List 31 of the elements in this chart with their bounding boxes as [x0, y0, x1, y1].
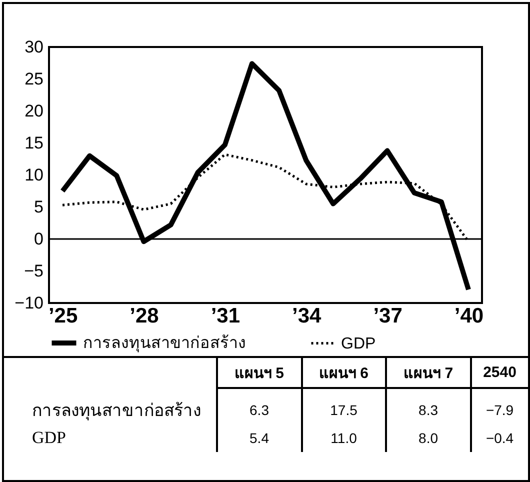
y-tick-label: 25 — [24, 70, 44, 88]
category-label: 2540 — [470, 358, 528, 388]
y-tick-label: −10 — [14, 294, 44, 312]
data-label: 6.3 — [217, 388, 302, 424]
data-label: 8.0 — [386, 424, 471, 452]
data-label: 8.3 — [386, 388, 471, 424]
x-tick-label: ’34 — [292, 304, 322, 328]
category-label: แผนฯ 7 — [386, 358, 471, 388]
data-label: −7.9 — [470, 388, 528, 424]
data-label: −0.4 — [470, 424, 528, 452]
category-label: แผนฯ 6 — [302, 358, 386, 388]
category-label: แผนฯ 5 — [217, 358, 302, 388]
y-tick-label: 10 — [24, 166, 44, 184]
data-label: 17.5 — [302, 388, 386, 424]
legend-label: การลงทุนสาขาก่อสร้าง — [83, 334, 246, 353]
legend-label: GDP — [341, 335, 376, 352]
y-tick-label: 5 — [34, 198, 44, 216]
y-tick-label: −5 — [24, 262, 44, 280]
x-tick-label: ’31 — [210, 304, 240, 328]
x-tick-label: ’37 — [373, 304, 402, 328]
y-tick-label: 20 — [24, 102, 44, 120]
data-label: 5.4 — [217, 424, 302, 452]
data-label: 11.0 — [302, 424, 386, 452]
x-tick-label: ’25 — [48, 304, 78, 328]
y-tick-label: 15 — [24, 134, 44, 152]
x-tick-label: ’40 — [454, 304, 484, 328]
x-tick-label: ’28 — [130, 304, 160, 328]
y-tick-label: 0 — [34, 230, 44, 248]
y-tick-label: 30 — [24, 38, 44, 56]
text: การลงทุนสาขาก่อสร้าง — [4, 388, 217, 424]
text: GDP — [4, 424, 217, 452]
